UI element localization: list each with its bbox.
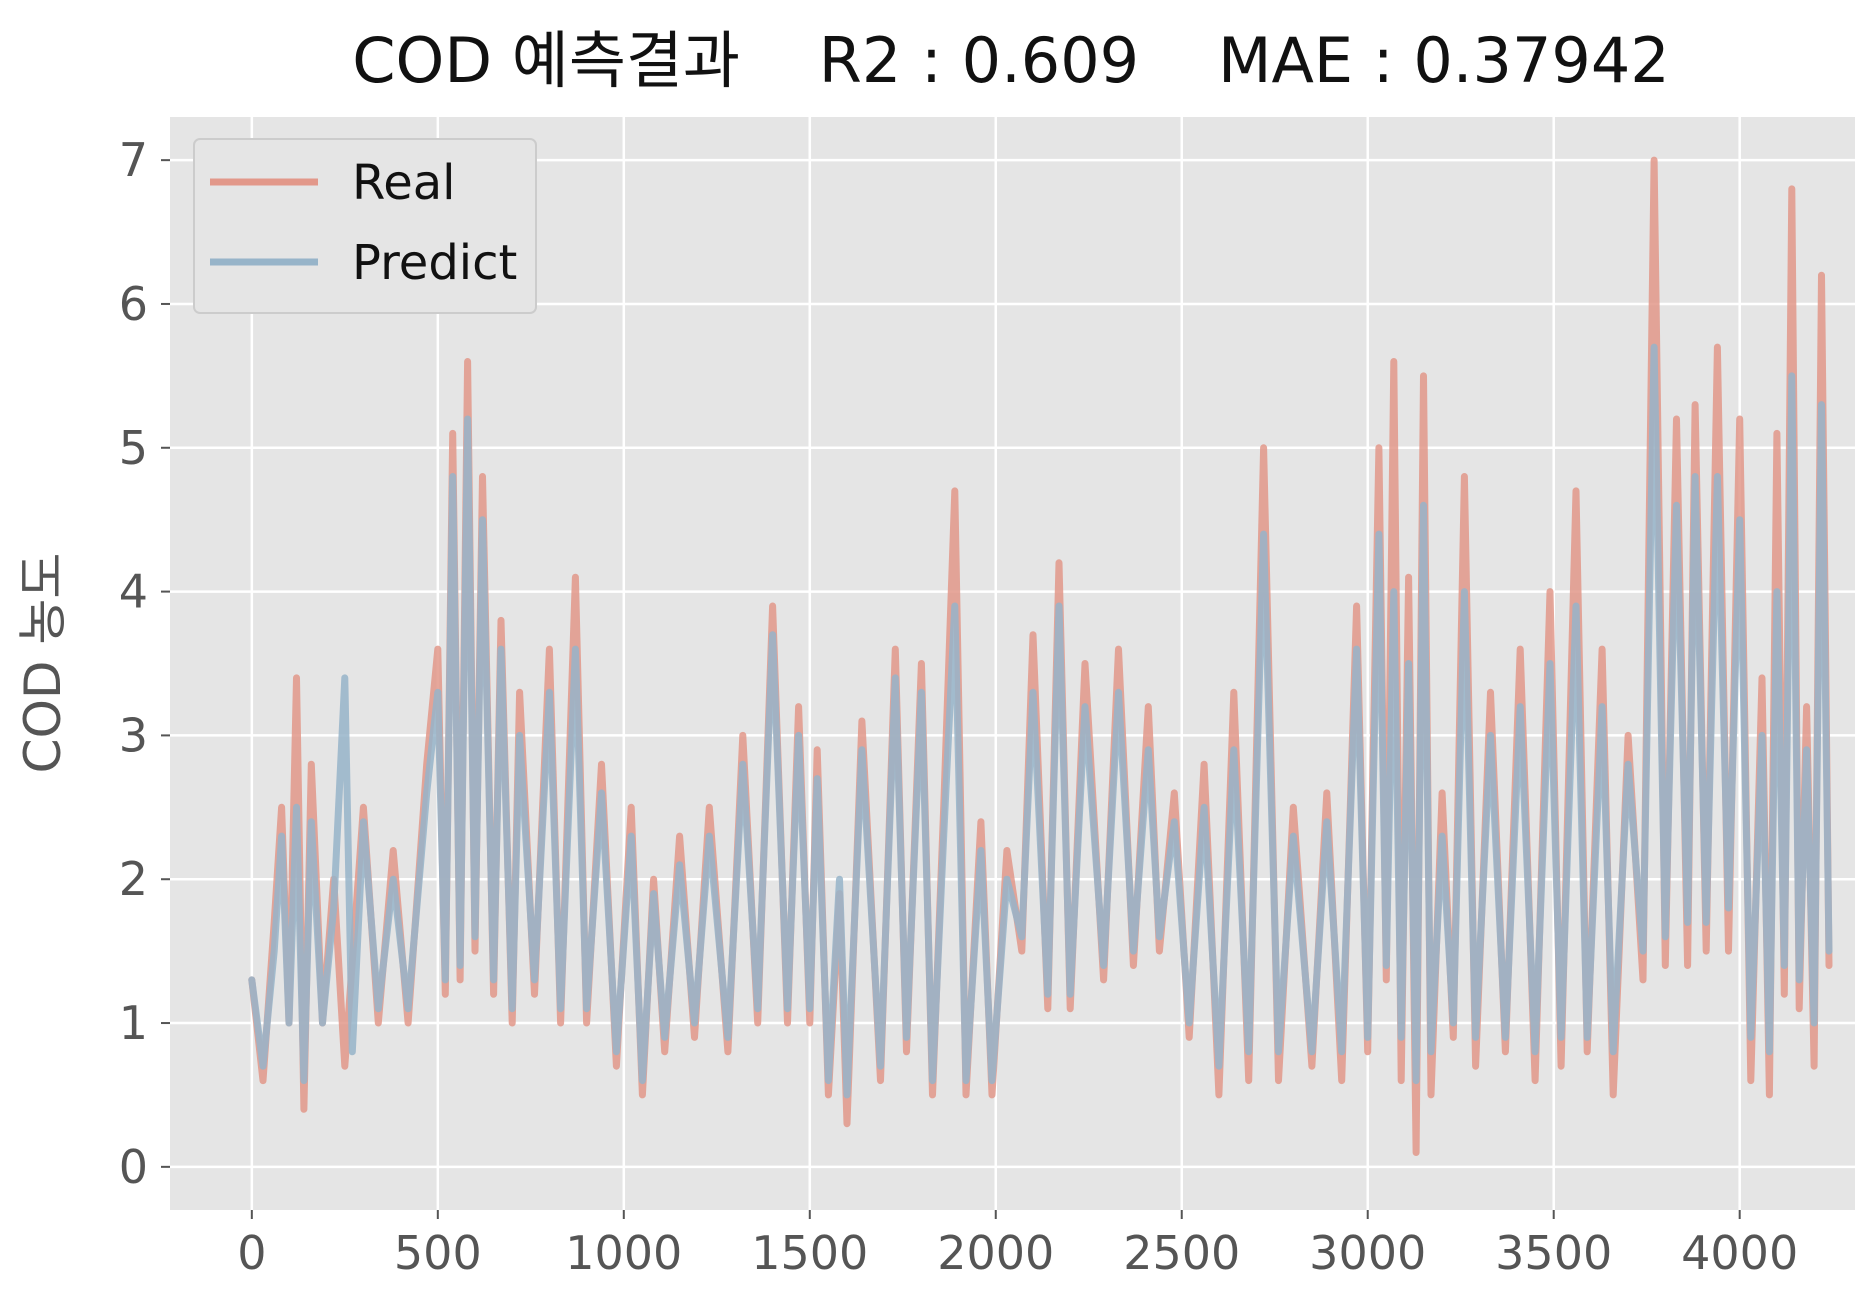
- legend: Real Predict: [193, 138, 537, 314]
- y-tick-label: 2: [119, 852, 148, 906]
- y-tick-label: 6: [119, 277, 148, 331]
- series-layer: [248, 156, 1833, 1156]
- x-tick-label: 0: [237, 1226, 266, 1280]
- grid-lines: [170, 117, 1855, 1210]
- x-tick-label: 1000: [565, 1226, 682, 1280]
- y-tick-label: 7: [119, 133, 148, 187]
- legend-label-real: Real: [352, 155, 455, 211]
- y-tick-label: 5: [119, 421, 148, 475]
- x-tick-label: 4000: [1681, 1226, 1798, 1280]
- x-tick-label: 2000: [937, 1226, 1054, 1280]
- x-tick-label: 500: [394, 1226, 482, 1280]
- x-tick-label: 1500: [751, 1226, 868, 1280]
- y-tick-label: 0: [119, 1140, 148, 1194]
- axis-ticks: 0 500 1000 1500 2000 2500 3000 3500 4000 0 1 2 3 4 5 6 7: [119, 133, 1799, 1280]
- y-tick-label: 1: [119, 996, 148, 1050]
- chart-title: COD 예측결과 R2 : 0.609 MAE : 0.37942: [352, 24, 1669, 97]
- y-tick-label: 3: [119, 708, 148, 762]
- y-tick-label: 4: [119, 565, 148, 619]
- legend-label-predict: Predict: [352, 235, 517, 291]
- x-tick-label: 3000: [1309, 1226, 1426, 1280]
- series-line-predict: [248, 343, 1833, 1099]
- x-tick-label: 3500: [1495, 1226, 1612, 1280]
- series-line-real: [248, 156, 1833, 1156]
- x-tick-label: 2500: [1123, 1226, 1240, 1280]
- y-axis-label: COD 농도: [14, 553, 72, 774]
